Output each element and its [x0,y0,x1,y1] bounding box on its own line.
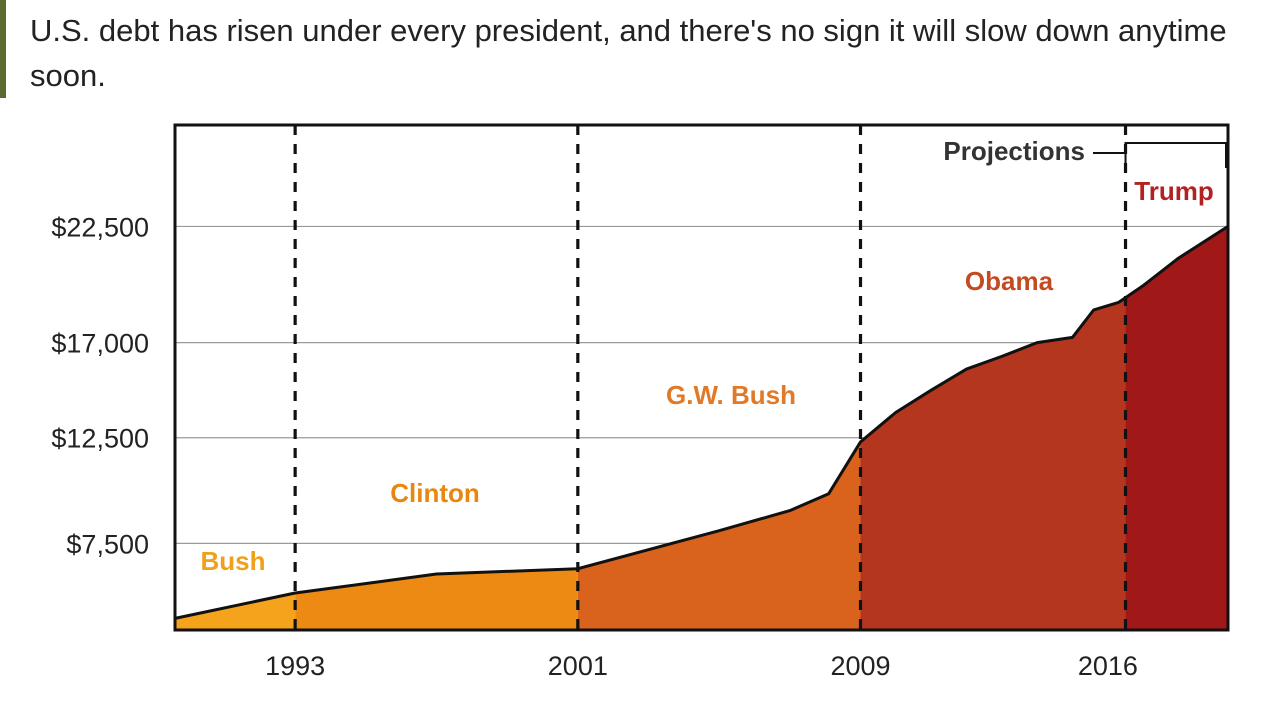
x-tick-label: 2001 [548,651,608,681]
presidency-label-trump: Trump [1134,176,1213,206]
presidency-label-obama: Obama [965,266,1054,296]
area-segment-trump [1125,226,1228,630]
presidency-label-clinton: Clinton [390,478,480,508]
y-tick-label: $22,500 [51,212,149,242]
area-segment-g-w-bush [577,441,861,630]
x-tick-label: 2016 [1078,651,1138,681]
presidency-label-g-w-bush: G.W. Bush [666,380,796,410]
projections-bracket [1124,142,1227,168]
x-tick-label: 2009 [830,651,890,681]
x-tick-label: 1993 [265,651,325,681]
projections-label: Projections [943,136,1085,166]
y-tick-label: $17,000 [51,329,149,359]
y-tick-label: $12,500 [51,424,149,454]
chart-subtitle: U.S. debt has risen under every presiden… [30,13,1227,93]
area-segment-obama [860,297,1126,630]
area-segment-bush [175,593,296,630]
plot-frame [173,123,1230,632]
area-segment-clinton [295,568,578,630]
presidency-label-bush: Bush [201,546,266,576]
y-tick-label: $7,500 [66,529,149,559]
accent-bar [0,0,6,98]
